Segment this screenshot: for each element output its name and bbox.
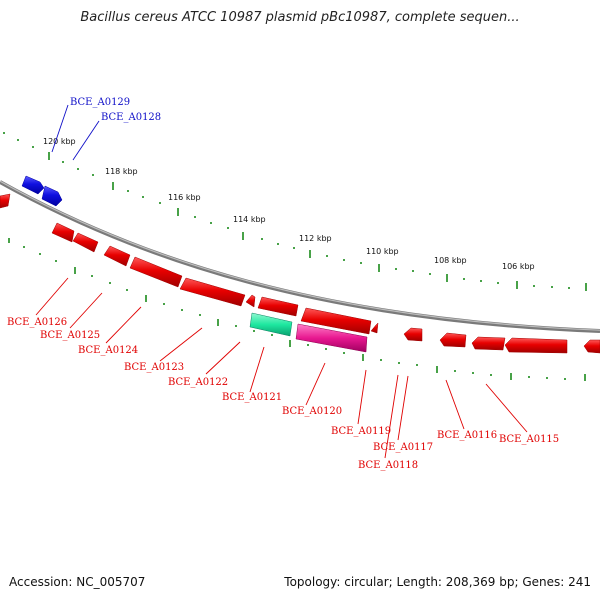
gene-arrow-bce-a0119[interactable] [300,307,372,335]
gene-label-bce-a0117[interactable]: BCE_A0117 [373,442,433,453]
gene-label-bce-a0122[interactable]: BCE_A0122 [168,377,228,388]
ruler-label-108: 108 kbp [434,256,467,265]
gene-label-bce-a0125[interactable]: BCE_A0125 [40,330,100,341]
gene-label-bce-a0118[interactable]: BCE_A0118 [358,460,418,471]
gene-arrow-bce-a0115[interactable] [471,336,506,351]
gene-arrow-bce-a0120[interactable] [257,296,299,317]
ruler-label-112: 112 kbp [299,234,332,243]
top-leader-lines [51,104,100,161]
gene-arrow-bce-a0117[interactable] [403,327,423,342]
ruler-label-116: 116 kbp [168,193,201,202]
gene-label-bce-a0128[interactable]: BCE_A0128 [101,112,161,123]
outer-ruler [3,132,587,291]
gene-arrow-left-edge [0,193,11,209]
map-title: Bacillus cereus ATCC 10987 plasmid pBc10… [80,10,520,25]
accession-text: Accession: NC_005707 [9,575,146,589]
topology-summary: Topology: circular; Length: 208,369 bp; … [284,575,591,589]
ruler-label-106: 106 kbp [502,262,535,271]
bottom-leader-lines [35,277,528,459]
gene-arrow-bce-a0125[interactable] [72,232,99,253]
reverse-genes [0,193,600,354]
gene-arrow-bce-a0128[interactable] [41,185,63,207]
gene-arrow-bce-a0121[interactable] [245,294,256,308]
gene-label-bce-a0126[interactable]: BCE_A0126 [7,317,67,328]
ruler-label-118: 118 kbp [105,167,138,176]
feature-green-highlight[interactable] [249,312,293,337]
gene-label-bce-a0116[interactable]: BCE_A0116 [437,430,497,441]
gene-label-bce-a0119[interactable]: BCE_A0119 [331,426,391,437]
plasmid-backbone [0,180,600,333]
gene-arrow-bce-a0123[interactable] [129,256,183,288]
gene-arrow-bce-a0126[interactable] [51,222,75,243]
gene-arrow-bce-a0124[interactable] [103,245,131,267]
gene-arrow-right-edge [583,339,600,354]
plasmid-backbone-highlight [0,180,600,331]
ruler-label-120: 120 kbp [43,137,76,146]
gene-arrow-bce-a0118[interactable] [370,322,379,334]
gene-label-bce-a0115[interactable]: BCE_A0115 [499,434,559,445]
gene-label-bce-a0120[interactable]: BCE_A0120 [282,406,342,417]
gene-arrow-bce-a0122[interactable] [179,277,246,307]
ruler-label-110: 110 kbp [366,247,399,256]
feature-magenta-highlight[interactable] [295,323,368,353]
ruler-label-114: 114 kbp [233,215,266,224]
gene-arrow-bce-a0129[interactable] [21,175,45,195]
gene-label-bce-a0124[interactable]: BCE_A0124 [78,345,138,356]
gene-arrow-bce-a0114[interactable] [504,337,568,354]
gene-label-bce-a0121[interactable]: BCE_A0121 [222,392,282,403]
gene-label-bce-a0123[interactable]: BCE_A0123 [124,362,184,373]
forward-genes [21,175,63,207]
gene-arrow-bce-a0116[interactable] [439,332,467,348]
gene-label-bce-a0129[interactable]: BCE_A0129 [70,97,130,108]
inner-ruler [8,238,586,381]
